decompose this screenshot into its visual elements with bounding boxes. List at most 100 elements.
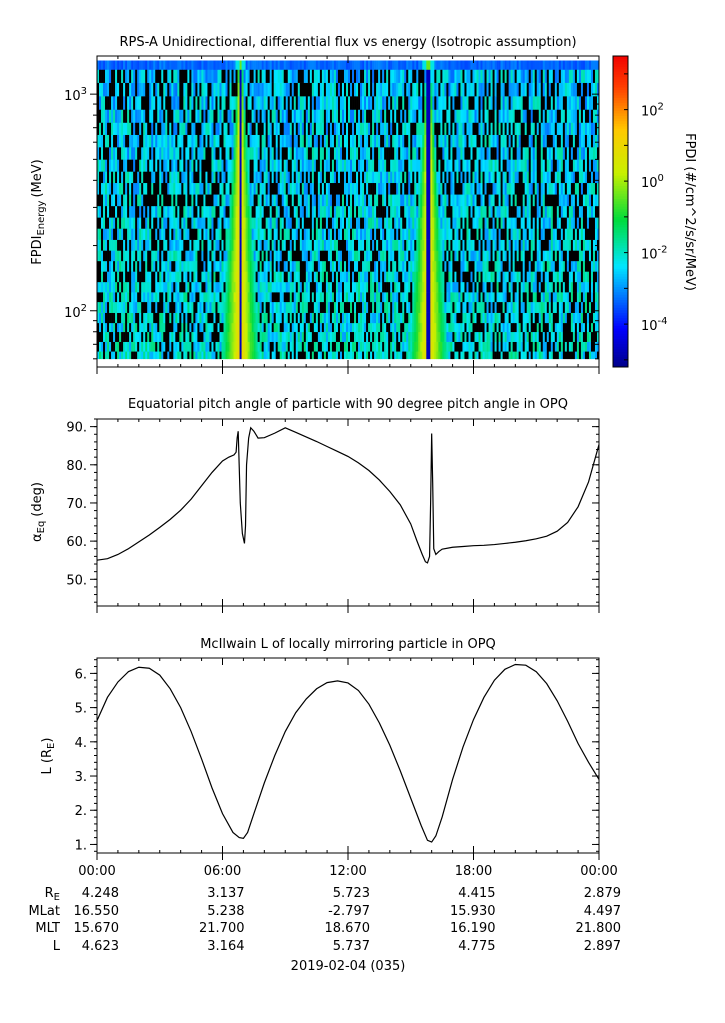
heatmap-cell bbox=[205, 159, 208, 172]
heatmap-cell bbox=[177, 260, 180, 272]
heatmap-cell bbox=[241, 331, 244, 342]
heatmap-cell bbox=[516, 250, 519, 262]
heatmap-cell bbox=[530, 171, 534, 184]
heatmap-cell bbox=[546, 341, 550, 352]
heatmap-cell bbox=[325, 351, 329, 360]
heatmap-cell bbox=[590, 159, 594, 172]
heatmap-cell bbox=[546, 239, 550, 251]
heatmap-cell bbox=[191, 260, 194, 272]
heatmap-cell bbox=[233, 147, 236, 160]
heatmap-cell bbox=[317, 322, 321, 333]
heatmap-cell bbox=[426, 322, 429, 333]
heatmap-cell bbox=[309, 159, 313, 172]
heatmap-cell bbox=[179, 147, 182, 160]
heatmap-cell bbox=[522, 217, 526, 229]
heatmap-cell bbox=[508, 292, 511, 303]
heatmap-cell bbox=[235, 194, 238, 207]
heatmap-cell bbox=[368, 292, 371, 303]
heatmap-cell bbox=[299, 217, 303, 229]
heatmap-cell bbox=[382, 239, 385, 251]
heatmap-cell bbox=[440, 239, 443, 251]
heatmap-cell bbox=[388, 260, 391, 272]
heatmap-cell bbox=[570, 147, 574, 160]
heatmap-cell bbox=[103, 351, 106, 360]
heatmap-cell bbox=[331, 341, 335, 352]
heatmap-cell bbox=[259, 250, 262, 262]
heatmap-cell bbox=[524, 194, 528, 207]
heatmap-cell bbox=[552, 331, 556, 342]
heatmap-cell bbox=[464, 228, 467, 240]
heatmap-cell bbox=[576, 292, 580, 303]
heatmap-cell bbox=[235, 331, 238, 342]
heatmap-cell bbox=[189, 159, 192, 172]
heatmap-cell bbox=[584, 228, 588, 240]
heatmap-cell bbox=[438, 182, 441, 195]
heatmap-cell bbox=[368, 341, 371, 352]
heatmap-cell bbox=[568, 171, 572, 184]
heatmap-cell bbox=[596, 194, 600, 207]
heatmap-cell bbox=[183, 351, 186, 360]
heatmap-cell bbox=[466, 351, 469, 360]
heatmap-cell bbox=[323, 171, 327, 184]
heatmap-cell bbox=[203, 322, 206, 333]
heatmap-cell bbox=[504, 205, 507, 218]
heatmap-cell bbox=[474, 194, 477, 207]
heatmap-cell bbox=[133, 182, 136, 195]
heatmap-cell bbox=[372, 250, 375, 262]
heatmap-cell bbox=[428, 312, 431, 324]
heatmap-cell bbox=[494, 228, 497, 240]
heatmap-cell bbox=[277, 271, 281, 283]
heatmap-cell bbox=[364, 301, 367, 313]
heatmap-cell bbox=[211, 228, 214, 240]
heatmap-cell bbox=[488, 260, 491, 272]
heatmap-cell bbox=[416, 351, 419, 360]
heatmap-cell bbox=[438, 341, 441, 352]
heatmap-cell bbox=[263, 159, 266, 172]
heatmap-cell bbox=[386, 182, 389, 195]
heatmap-cell bbox=[546, 182, 550, 195]
heatmap-cell bbox=[420, 205, 423, 218]
heatmap-cell bbox=[193, 159, 196, 172]
heatmap-cell bbox=[586, 194, 590, 207]
heatmap-cell bbox=[117, 171, 120, 184]
heatmap-cell bbox=[512, 228, 515, 240]
heatmap-cell bbox=[305, 312, 309, 324]
heatmap-cell bbox=[454, 250, 457, 262]
heatmap-cell bbox=[239, 292, 242, 303]
heatmap-cell bbox=[185, 205, 188, 218]
heatmap-cell bbox=[255, 217, 258, 229]
heatmap-cell bbox=[217, 171, 220, 184]
heatmap-cell bbox=[418, 331, 421, 342]
heatmap-cell bbox=[410, 271, 413, 283]
heatmap-cell bbox=[500, 239, 503, 251]
heatmap-cell bbox=[243, 322, 246, 333]
heatmap-cell bbox=[406, 292, 409, 303]
heatmap-cell bbox=[177, 182, 180, 195]
heatmap-cell bbox=[504, 312, 507, 324]
heatmap-cell bbox=[546, 260, 550, 272]
heatmap-cell bbox=[368, 217, 371, 229]
heatmap-cell bbox=[243, 217, 246, 229]
heatmap-cell bbox=[307, 250, 311, 262]
heatmap-cell bbox=[289, 301, 293, 313]
heatmap-cell bbox=[448, 159, 451, 172]
heatmap-cell bbox=[119, 312, 122, 324]
heatmap-cell bbox=[255, 260, 258, 272]
heatmap-cell bbox=[566, 301, 570, 313]
heatmap-cell bbox=[269, 147, 272, 160]
heatmap-cell bbox=[390, 312, 393, 324]
heatmap-cell bbox=[131, 292, 134, 303]
heatmap-cell bbox=[257, 281, 260, 293]
heatmap-cell bbox=[213, 205, 216, 218]
heatmap-cell bbox=[444, 250, 447, 262]
heatmap-cell bbox=[458, 239, 461, 251]
heatmap-cell bbox=[366, 351, 369, 360]
heatmap-cell bbox=[464, 182, 467, 195]
heatmap-cell bbox=[113, 301, 116, 313]
heatmap-cell bbox=[544, 281, 548, 293]
heatmap-cell bbox=[426, 341, 429, 352]
heatmap-cell bbox=[97, 147, 100, 160]
heatmap-cell bbox=[362, 281, 365, 293]
heatmap-cell bbox=[444, 301, 447, 313]
heatmap-cell bbox=[456, 250, 459, 262]
